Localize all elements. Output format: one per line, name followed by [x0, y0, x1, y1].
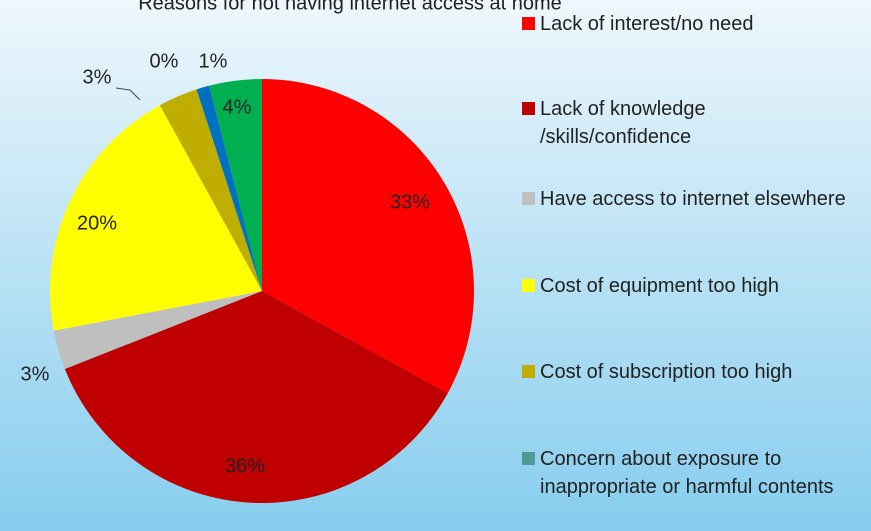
pie-slice — [209, 79, 262, 291]
legend-swatch — [522, 17, 535, 30]
pie-slice — [196, 85, 262, 291]
data-label: 20% — [77, 212, 117, 234]
legend-item: Concern about exposure to inappropriate … — [522, 445, 867, 501]
legend-label: Concern about exposure to inappropriate … — [540, 448, 834, 498]
legend-swatch — [522, 365, 535, 378]
data-label: 33% — [390, 191, 430, 213]
data-label: 3% — [83, 66, 112, 88]
legend-label: Cost of subscription too high — [540, 361, 793, 383]
pie-slice — [262, 79, 474, 394]
legend-item: Cost of subscription too high — [522, 358, 867, 386]
data-label: 1% — [199, 50, 228, 72]
legend-label: Cost of equipment too high — [540, 275, 780, 297]
leader-line — [115, 87, 141, 101]
legend-item: Cost of equipment too high — [522, 272, 867, 300]
data-label: 36% — [225, 455, 265, 477]
data-label: 0% — [150, 50, 179, 72]
legend-label: Lack of knowledge /skills/confidence — [540, 98, 706, 148]
pie-slice — [159, 89, 262, 291]
legend-label: Have access to internet elsewhere — [540, 188, 846, 210]
legend-item: Have access to internet elsewhere — [522, 185, 867, 213]
legend-swatch — [522, 102, 535, 115]
legend-label: Lack of interest/no need — [540, 13, 754, 35]
legend-swatch — [522, 192, 535, 205]
pie-slice — [64, 291, 448, 504]
pie-slice — [49, 105, 262, 331]
data-label: 4% — [223, 96, 252, 118]
legend-swatch — [522, 452, 535, 465]
legend-swatch — [522, 279, 535, 292]
data-label: 3% — [21, 363, 50, 385]
pie-slice — [53, 291, 263, 370]
legend-item: Lack of interest/no need — [522, 10, 867, 38]
legend-item: Lack of knowledge /skills/confidence — [522, 95, 867, 151]
chart-title: Reasons for not having internet access a… — [138, 0, 562, 14]
